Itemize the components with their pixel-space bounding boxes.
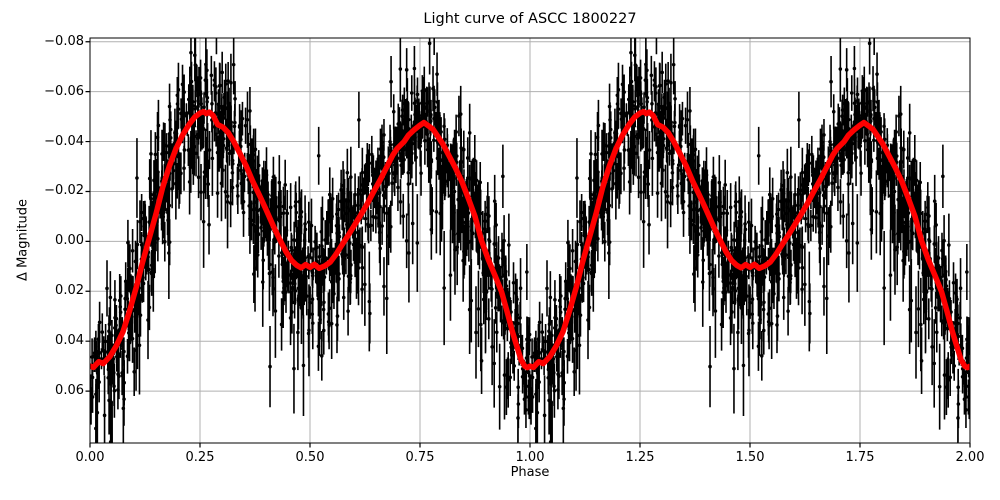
y-tick-label: 0.02: [55, 283, 84, 299]
y-tick-label: 0.00: [55, 233, 84, 249]
x-tick-label: 1.50: [735, 450, 765, 465]
x-tick-label: 2.00: [955, 450, 985, 465]
x-tick-label: 0.25: [185, 450, 215, 465]
x-tick-label: 0.00: [75, 450, 105, 465]
x-axis-label: Phase: [510, 465, 550, 480]
y-tick-label: −0.08: [44, 33, 84, 49]
x-tick-label: 1.75: [845, 450, 875, 465]
x-tick-label: 0.75: [405, 450, 435, 465]
y-tick-label: 0.06: [55, 383, 84, 399]
y-tick-label: −0.06: [44, 83, 84, 99]
y-tick-label: −0.02: [44, 183, 84, 199]
chart-title: Light curve of ASCC 1800227: [423, 11, 637, 27]
y-tick-label: 0.04: [55, 333, 84, 349]
x-tick-label: 0.50: [295, 450, 325, 465]
x-tick-label: 1.00: [515, 450, 545, 465]
y-tick-label: −0.04: [44, 133, 84, 149]
x-tick-label: 1.25: [625, 450, 655, 465]
